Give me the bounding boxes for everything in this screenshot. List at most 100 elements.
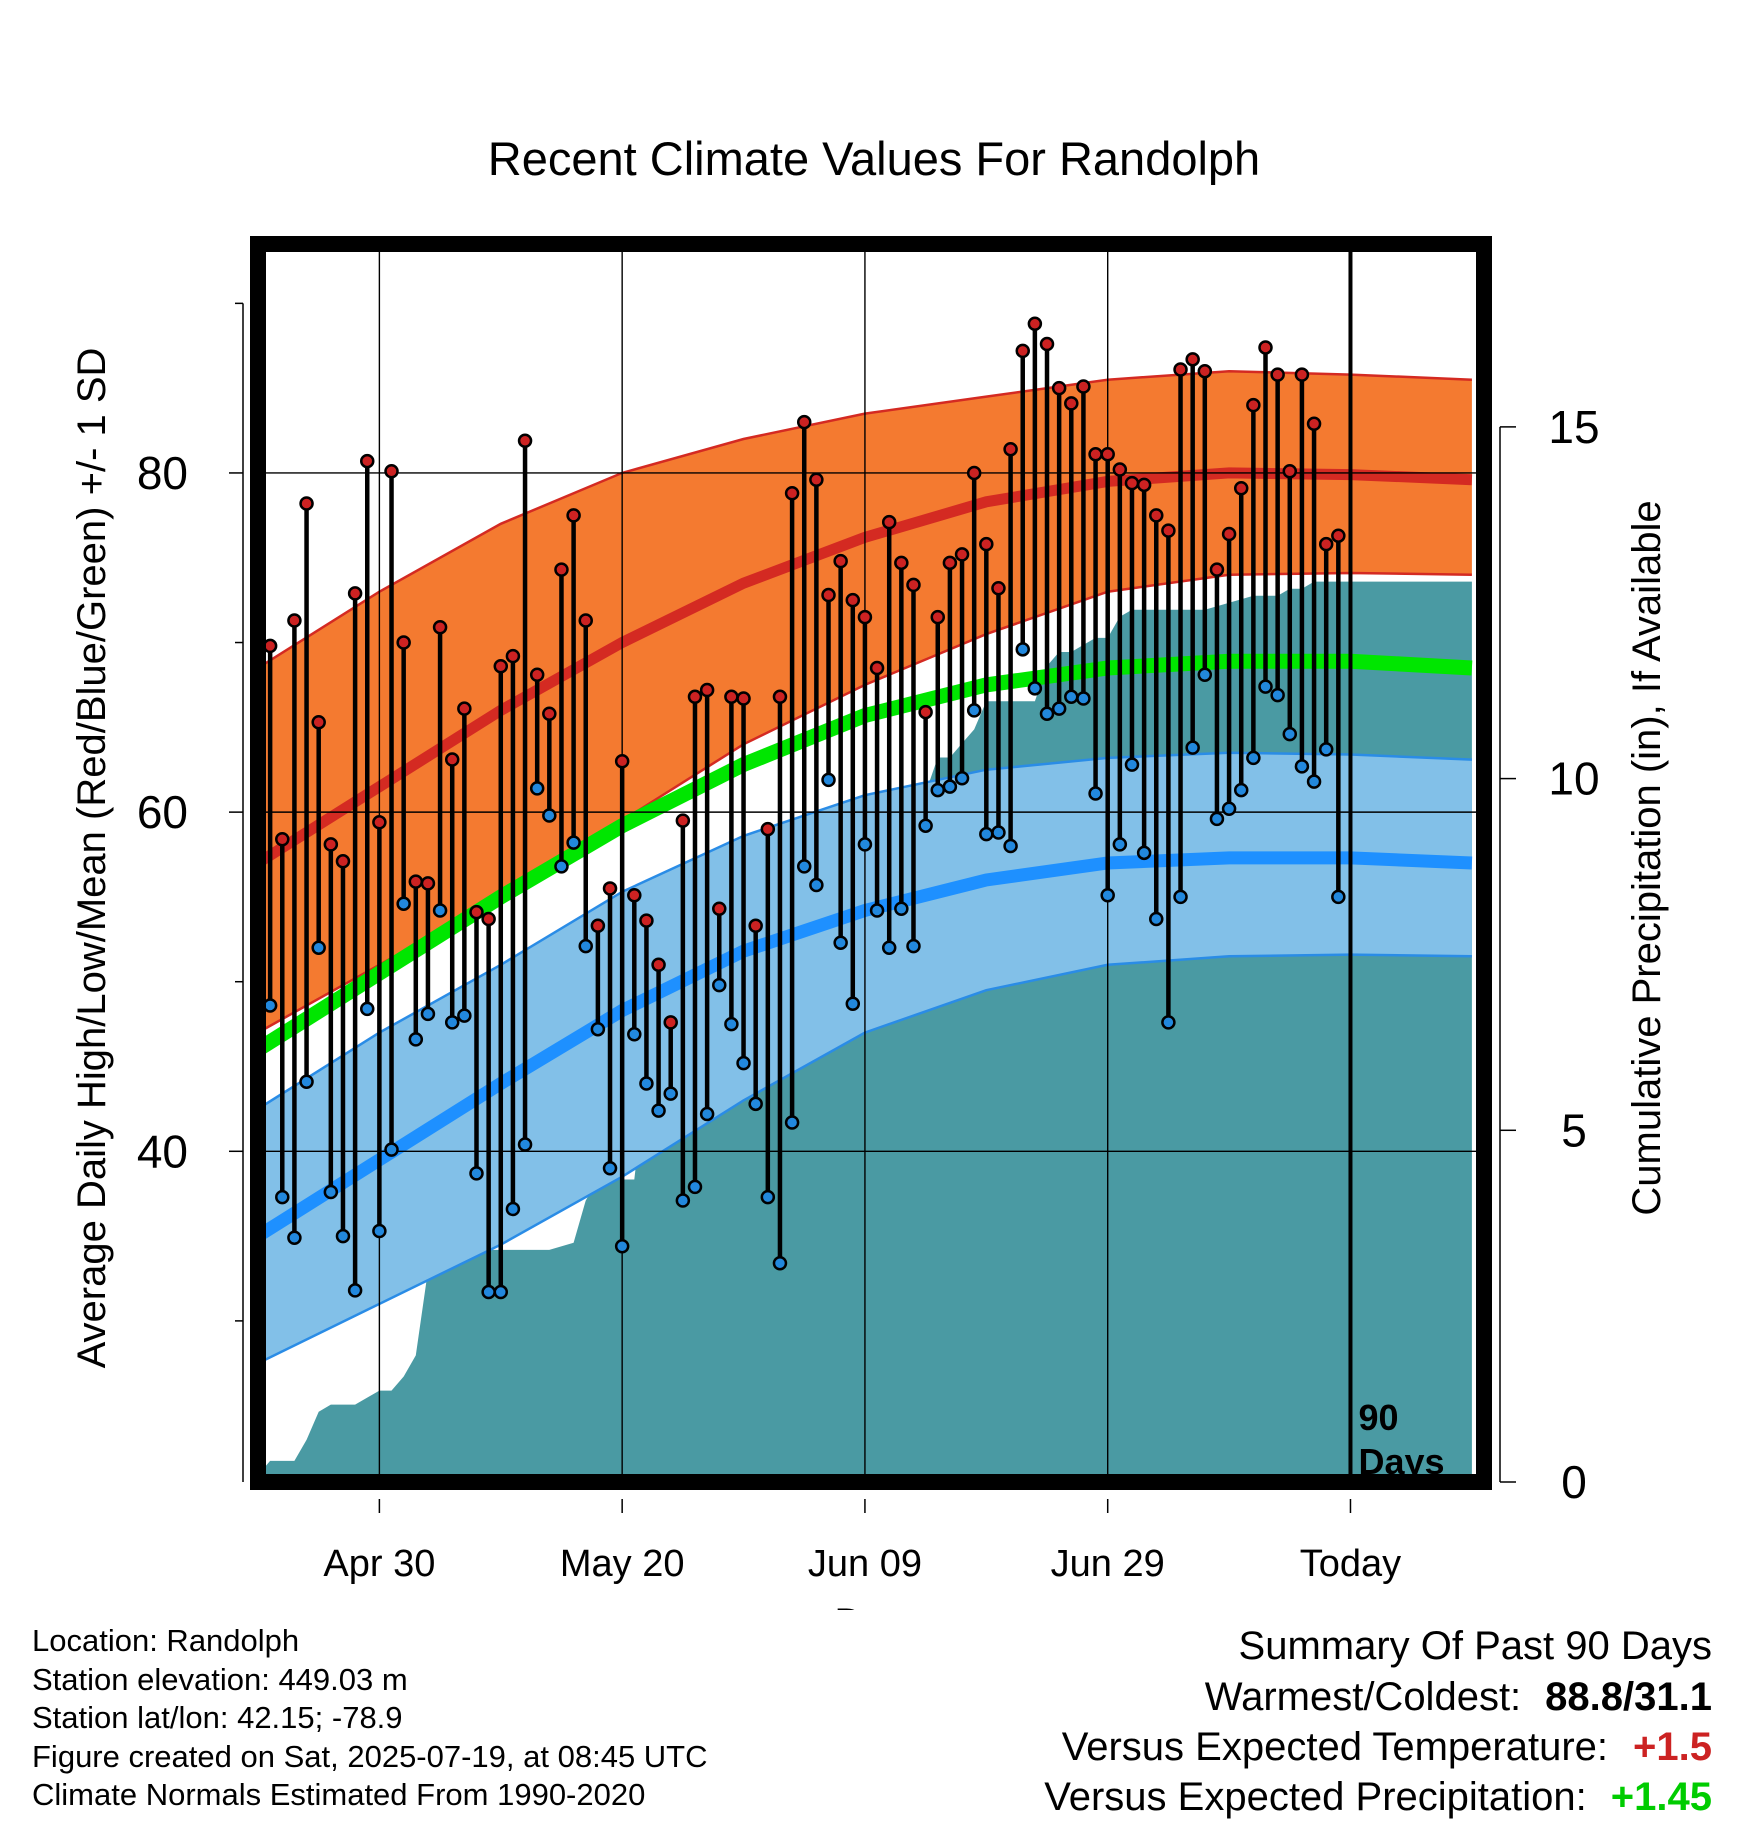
low-point (420, 1006, 436, 1022)
high-point (1258, 340, 1273, 355)
high-point (1161, 523, 1176, 538)
low-point (287, 1230, 302, 1246)
high-point (1318, 536, 1334, 552)
high-point (578, 613, 593, 628)
high-point (833, 553, 848, 569)
low-point (469, 1166, 484, 1181)
low-point (651, 1103, 666, 1118)
low-point (347, 1283, 363, 1298)
low-point (748, 1096, 763, 1112)
low-point (505, 1201, 521, 1217)
low-point (699, 1106, 715, 1122)
precip-row: Versus Expected Precipitation: +1.45 (1044, 1772, 1712, 1822)
high-point (809, 472, 824, 487)
high-point (651, 957, 666, 973)
y2-tick-label: 15 (1548, 401, 1599, 453)
y-tick-label: 80 (137, 447, 188, 499)
high-point (796, 414, 812, 430)
high-point (1076, 379, 1091, 394)
y2-tick-label: 5 (1561, 1104, 1587, 1156)
x-tick-label: Apr 30 (323, 1543, 435, 1585)
high-point (845, 592, 861, 608)
high-point (602, 881, 618, 896)
warmest-value: 88.8/31.1 (1545, 1675, 1712, 1719)
low-point (1161, 1015, 1176, 1030)
low-point (1051, 701, 1067, 716)
low-point (724, 1016, 739, 1032)
high-point (1221, 526, 1237, 542)
low-point (991, 825, 1006, 840)
high-point (966, 465, 982, 481)
low-point (311, 940, 326, 956)
high-point (299, 496, 314, 511)
high-point (1306, 416, 1322, 432)
low-point (1197, 667, 1213, 683)
low-point (1282, 726, 1298, 742)
low-point (930, 782, 946, 798)
low-point (1185, 740, 1200, 755)
high-point (1112, 462, 1128, 477)
latlon-text: Station lat/lon: 42.15; -78.9 (32, 1700, 403, 1735)
low-point (1149, 911, 1164, 927)
low-point (675, 1193, 691, 1208)
high-point (639, 913, 654, 928)
low-point (359, 1001, 375, 1017)
high-point (748, 918, 763, 933)
low-point (627, 1027, 642, 1042)
x-axis-label: Day (834, 1601, 905, 1610)
low-point (772, 1255, 788, 1271)
high-point (493, 659, 509, 674)
high-point (821, 587, 836, 603)
today-days-label: 90 (1358, 1397, 1398, 1438)
high-point (1015, 343, 1030, 359)
plot-frame (250, 236, 1492, 1490)
high-point (663, 1015, 678, 1030)
high-point (1270, 367, 1285, 382)
low-point (1306, 774, 1322, 789)
high-point (287, 613, 302, 628)
precip-value: +1.45 (1610, 1775, 1712, 1819)
low-point (1209, 811, 1225, 827)
low-point (1294, 759, 1310, 774)
low-point (1015, 642, 1030, 657)
high-point (979, 536, 994, 552)
high-point (1209, 562, 1225, 577)
x-tick-label: Jun 09 (808, 1543, 922, 1585)
y-axis-label: Average Daily High/Low/Mean (Red/Blue/Gr… (70, 348, 114, 1369)
low-point (554, 859, 569, 874)
low-point (1064, 689, 1079, 705)
high-point (335, 854, 351, 869)
low-point (736, 1055, 751, 1071)
low-point (1221, 801, 1237, 816)
climate-chart: Recent Climate Values For Randolph Avera… (70, 132, 1669, 1610)
low-point (1076, 691, 1091, 706)
low-point (457, 1008, 472, 1023)
station-info: Location: Randolph Station elevation: 44… (32, 1622, 708, 1815)
low-point (578, 938, 593, 954)
high-point (432, 620, 448, 635)
low-point (1003, 838, 1018, 854)
high-point (1039, 336, 1055, 352)
low-point (1039, 706, 1055, 722)
high-point (906, 577, 921, 593)
y-tick-label: 60 (137, 786, 188, 838)
high-point (784, 486, 800, 501)
low-point (542, 808, 557, 823)
high-point (918, 704, 933, 720)
created-text: Figure created on Sat, 2025-07-19, at 08… (32, 1738, 708, 1774)
low-point (396, 896, 411, 911)
low-point (942, 779, 958, 794)
low-point (529, 781, 545, 796)
high-point (1149, 508, 1164, 523)
high-point (566, 508, 581, 523)
low-point (1124, 757, 1140, 772)
temp-label: Versus Expected Temperature: (1061, 1725, 1608, 1769)
high-point (991, 581, 1006, 596)
low-point (372, 1223, 387, 1239)
high-point (420, 876, 436, 891)
high-point (954, 547, 970, 562)
high-point (1124, 475, 1140, 491)
high-point (760, 821, 776, 837)
low-point (712, 977, 727, 993)
